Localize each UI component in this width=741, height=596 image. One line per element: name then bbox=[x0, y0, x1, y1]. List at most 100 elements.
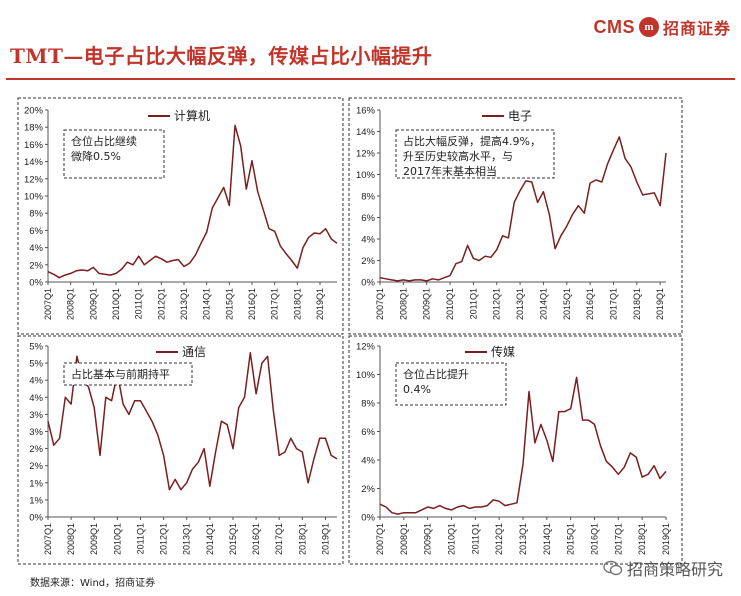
y-tick-label: 5% bbox=[29, 342, 43, 353]
x-tick-label: 2014Q1 bbox=[202, 288, 212, 320]
wechat-watermark: 招商策略研究 bbox=[603, 556, 723, 580]
y-tick-label: 6% bbox=[361, 213, 375, 224]
page-title: TMT—电子占比大幅反弹，传媒占比小幅提升 bbox=[10, 44, 433, 68]
x-tick-label: 2009Q1 bbox=[423, 523, 433, 555]
annotation-text: 微降0.5% bbox=[71, 149, 121, 163]
x-tick-label: 2019Q1 bbox=[655, 288, 665, 320]
x-tick-label: 2008Q1 bbox=[66, 288, 76, 320]
annotation-text: 占比基本与前期持平 bbox=[71, 367, 170, 381]
y-tick-label: 4% bbox=[29, 393, 43, 404]
y-tick-label: 12% bbox=[356, 149, 376, 160]
logo-chinese-text: 招商证券 bbox=[662, 19, 731, 38]
y-tick-label: 6% bbox=[29, 226, 43, 237]
x-tick-label: 2011Q1 bbox=[134, 288, 144, 319]
annotation-text: 升至历史较高水平，与 bbox=[403, 149, 513, 163]
legend-label: 电子 bbox=[508, 109, 532, 123]
y-tick-label: 2% bbox=[29, 260, 43, 271]
x-tick-label: 2007Q1 bbox=[375, 288, 385, 320]
series-line-电子 bbox=[379, 136, 667, 282]
x-tick-label: 2011Q1 bbox=[470, 523, 480, 554]
annotation-text: 仓位占比提升 bbox=[403, 367, 469, 381]
x-tick-label: 2013Q1 bbox=[182, 523, 192, 555]
annotation-text: 2017年末基本相当 bbox=[403, 164, 497, 178]
annotation-box bbox=[395, 129, 555, 179]
x-tick-label: 2017Q1 bbox=[274, 523, 284, 555]
wechat-icon bbox=[603, 560, 623, 576]
x-tick-label: 2015Q1 bbox=[228, 523, 238, 555]
wechat-account-name: 招商策略研究 bbox=[626, 560, 723, 579]
x-tick-label: 2017Q1 bbox=[608, 288, 618, 320]
legend-label: 通信 bbox=[182, 345, 206, 359]
x-tick-label: 2012Q1 bbox=[156, 288, 166, 320]
x-tick-label: 2013Q1 bbox=[518, 523, 528, 555]
series-line-通信 bbox=[47, 352, 338, 491]
chart-frame bbox=[17, 335, 344, 565]
title-divider bbox=[6, 78, 735, 80]
x-tick-label: 2007Q1 bbox=[43, 523, 53, 555]
y-tick-label: 2% bbox=[361, 256, 375, 267]
y-tick-label: 16% bbox=[24, 140, 44, 151]
x-tick-label: 2007Q1 bbox=[375, 523, 385, 555]
y-tick-label: 16% bbox=[356, 106, 376, 117]
y-tick-label: 1% bbox=[29, 478, 43, 489]
x-tick-label: 2018Q1 bbox=[637, 523, 647, 555]
y-tick-label: 0% bbox=[361, 278, 375, 289]
x-tick-label: 2010Q1 bbox=[445, 288, 455, 320]
x-tick-label: 2012Q1 bbox=[492, 288, 502, 320]
y-tick-label: 4% bbox=[29, 376, 43, 387]
y-tick-label: 12% bbox=[24, 174, 44, 185]
brand-logo: CMS m 招商证券 bbox=[593, 10, 731, 44]
x-tick-label: 2019Q1 bbox=[661, 523, 671, 555]
x-tick-label: 2019Q1 bbox=[315, 288, 325, 320]
x-tick-label: 2009Q1 bbox=[89, 523, 99, 555]
x-tick-label: 2016Q1 bbox=[585, 288, 595, 320]
annotation-text: 0.4% bbox=[403, 383, 431, 396]
chart-frame bbox=[348, 335, 683, 565]
x-tick-label: 2017Q1 bbox=[270, 288, 280, 320]
y-tick-label: 3% bbox=[29, 427, 43, 438]
annotation-box bbox=[395, 362, 507, 406]
x-tick-label: 2010Q1 bbox=[112, 523, 122, 555]
x-tick-label: 2019Q1 bbox=[320, 523, 330, 555]
y-tick-label: 0% bbox=[361, 513, 375, 524]
y-tick-label: 8% bbox=[361, 399, 375, 410]
chart-frame bbox=[17, 97, 344, 335]
x-tick-label: 2008Q1 bbox=[399, 523, 409, 555]
x-tick-label: 2015Q1 bbox=[224, 288, 234, 320]
y-tick-label: 12% bbox=[356, 342, 376, 353]
x-tick-label: 2014Q1 bbox=[205, 523, 215, 555]
chart-frame bbox=[348, 97, 683, 335]
y-tick-label: 6% bbox=[361, 427, 375, 438]
annotation-box bbox=[63, 362, 193, 386]
y-tick-label: 14% bbox=[356, 127, 376, 138]
y-tick-label: 4% bbox=[361, 235, 375, 246]
legend-label: 传媒 bbox=[491, 344, 515, 359]
chart-panel-1: 0% 2% 4% 6% 8% 10% 12% 14% 16% 18% 20% 2007Q1 2008Q1… bbox=[17, 97, 344, 335]
y-tick-label: 2% bbox=[29, 444, 43, 455]
x-tick-label: 2015Q1 bbox=[562, 288, 572, 320]
x-tick-label: 2014Q1 bbox=[542, 523, 552, 555]
y-tick-label: 0% bbox=[29, 278, 43, 289]
x-tick-label: 2009Q1 bbox=[422, 288, 432, 320]
source-note: 数据来源：Wind，招商证券 bbox=[30, 578, 156, 589]
logo-latin-text: CMS bbox=[593, 16, 635, 37]
annotation-text: 占比大幅反弹，提高4.9%， bbox=[403, 134, 541, 148]
series-line-计算机 bbox=[47, 124, 338, 279]
x-tick-label: 2008Q1 bbox=[398, 288, 408, 320]
x-tick-label: 2012Q1 bbox=[159, 523, 169, 555]
y-tick-label: 10% bbox=[356, 170, 376, 181]
x-tick-label: 2012Q1 bbox=[494, 523, 504, 555]
x-tick-label: 2011Q1 bbox=[468, 288, 478, 319]
x-tick-label: 2011Q1 bbox=[135, 523, 145, 554]
y-tick-label: 2% bbox=[361, 484, 375, 495]
x-tick-label: 2010Q1 bbox=[447, 523, 457, 555]
y-tick-label: 1% bbox=[29, 495, 43, 506]
x-tick-label: 2018Q1 bbox=[632, 288, 642, 320]
x-tick-label: 2016Q1 bbox=[251, 523, 261, 555]
x-tick-label: 2007Q1 bbox=[43, 288, 53, 320]
series-line-传媒 bbox=[379, 376, 667, 515]
y-tick-label: 20% bbox=[24, 106, 44, 117]
y-tick-label: 10% bbox=[24, 192, 44, 203]
x-tick-label: 2018Q1 bbox=[297, 523, 307, 555]
y-tick-label: 5% bbox=[29, 359, 43, 370]
